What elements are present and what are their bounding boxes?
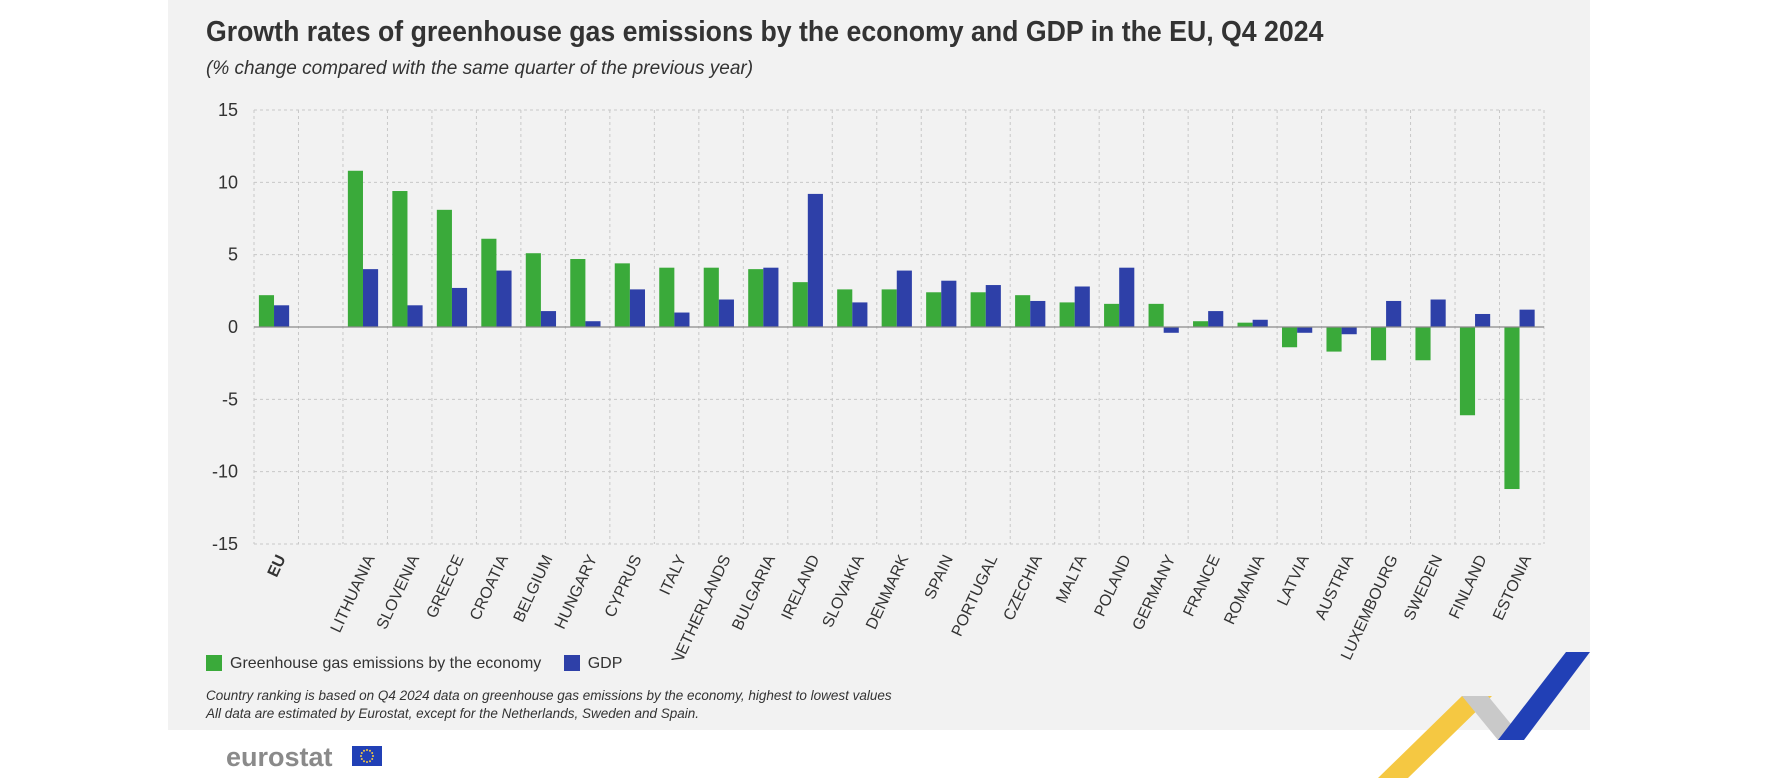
bar-gdp-slovakia bbox=[852, 302, 868, 327]
bar-gdp-croatia bbox=[496, 270, 512, 327]
bar-gdp-italy bbox=[674, 312, 690, 327]
y-tick-label: -5 bbox=[222, 389, 238, 409]
bar-gdp-romania bbox=[1252, 319, 1268, 327]
bar-ghg-eu bbox=[258, 295, 275, 327]
bar-ghg-netherlands bbox=[703, 267, 719, 327]
bar-gdp-lithuania bbox=[362, 269, 379, 327]
bar-ghg-slovakia bbox=[837, 289, 853, 327]
y-tick-label: -10 bbox=[212, 462, 238, 482]
bar-ghg-austria bbox=[1326, 327, 1342, 352]
ribbon-blue bbox=[1498, 652, 1590, 740]
legend: Greenhouse gas emissions by the economy … bbox=[206, 655, 640, 673]
bar-gdp-france bbox=[1208, 311, 1224, 327]
bar-gdp-latvia bbox=[1297, 327, 1313, 333]
bar-ghg-latvia bbox=[1281, 327, 1298, 348]
legend-label-gdp: GDP bbox=[587, 655, 623, 672]
legend-item-ghg: Greenhouse gas emissions by the economy bbox=[206, 655, 541, 673]
footnote-ranking: Country ranking is based on Q4 2024 data… bbox=[206, 688, 892, 703]
bar-ghg-estonia bbox=[1504, 327, 1520, 490]
bar-ghg-france bbox=[1193, 321, 1209, 327]
bar-ghg-bulgaria bbox=[748, 269, 764, 327]
bar-ghg-ireland bbox=[792, 282, 808, 327]
bar-ghg-germany bbox=[1148, 303, 1164, 327]
bar-ghg-spain bbox=[926, 292, 942, 327]
bar-ghg-romania bbox=[1237, 322, 1253, 327]
y-tick-label: 10 bbox=[218, 172, 238, 192]
bar-ghg-poland bbox=[1104, 303, 1120, 327]
y-tick-label: -15 bbox=[212, 534, 238, 554]
bar-gdp-netherlands bbox=[718, 299, 734, 327]
bar-ghg-slovenia bbox=[392, 191, 408, 327]
bar-ghg-hungary bbox=[570, 259, 586, 327]
bar-ghg-luxembourg bbox=[1370, 327, 1387, 361]
bar-ghg-czechia bbox=[1015, 295, 1031, 327]
chart-panel bbox=[168, 0, 1590, 730]
bar-ghg-denmark bbox=[881, 289, 897, 327]
chart-subtitle: (% change compared with the same quarter… bbox=[206, 58, 754, 79]
bar-gdp-spain bbox=[941, 280, 957, 327]
bar-gdp-denmark bbox=[896, 270, 912, 327]
bar-gdp-eu bbox=[274, 305, 290, 327]
bar-gdp-ireland bbox=[807, 193, 823, 327]
bar-gdp-slovenia bbox=[407, 305, 423, 327]
eu-flag-icon bbox=[352, 746, 382, 766]
legend-label-ghg: Greenhouse gas emissions by the economy bbox=[230, 655, 542, 672]
bar-gdp-cyprus bbox=[629, 289, 646, 327]
bar-ghg-croatia bbox=[481, 238, 497, 327]
bar-gdp-hungary bbox=[585, 321, 601, 327]
eurostat-logo-text: eurostat bbox=[226, 742, 333, 772]
bar-ghg-finland bbox=[1459, 327, 1476, 416]
ribbon-yellow bbox=[1378, 696, 1492, 778]
footnote-estimation: All data are estimated by Eurostat, exce… bbox=[206, 706, 700, 721]
y-tick-label: 0 bbox=[228, 317, 238, 337]
bar-gdp-poland bbox=[1119, 267, 1135, 327]
y-tick-label: 15 bbox=[218, 100, 238, 120]
bar-gdp-belgium bbox=[540, 311, 557, 327]
bar-gdp-portugal bbox=[985, 285, 1001, 327]
bar-gdp-germany bbox=[1163, 327, 1179, 333]
legend-swatch-gdp bbox=[563, 655, 580, 671]
bar-gdp-luxembourg bbox=[1386, 300, 1402, 327]
bar-ghg-cyprus bbox=[614, 263, 630, 327]
chart-title: Growth rates of greenhouse gas emissions… bbox=[206, 16, 1324, 48]
bar-gdp-finland bbox=[1475, 313, 1491, 327]
legend-swatch-ghg bbox=[206, 655, 222, 671]
bar-gdp-malta bbox=[1074, 286, 1090, 327]
y-tick-label: 5 bbox=[228, 245, 238, 265]
bar-ghg-sweden bbox=[1415, 327, 1431, 361]
bar-gdp-austria bbox=[1341, 327, 1357, 335]
bar-ghg-lithuania bbox=[347, 170, 363, 327]
bar-ghg-italy bbox=[659, 267, 675, 327]
y-tick-labels: 15 10 5 0 -5 -10 -15 bbox=[212, 100, 238, 554]
bar-gdp-czechia bbox=[1030, 300, 1046, 327]
bar-ghg-belgium bbox=[525, 253, 541, 327]
bar-gdp-estonia bbox=[1519, 309, 1535, 327]
legend-item-gdp: GDP bbox=[563, 655, 623, 673]
grid-layer bbox=[253, 109, 1545, 545]
bar-ghg-portugal bbox=[970, 292, 986, 327]
bar-gdp-bulgaria bbox=[763, 267, 779, 327]
bar-ghg-malta bbox=[1059, 302, 1075, 327]
bar-ghg-greece bbox=[436, 209, 452, 327]
bar-gdp-sweden bbox=[1430, 299, 1446, 327]
bar-gdp-greece bbox=[451, 287, 468, 327]
bars-layer bbox=[258, 170, 1535, 490]
